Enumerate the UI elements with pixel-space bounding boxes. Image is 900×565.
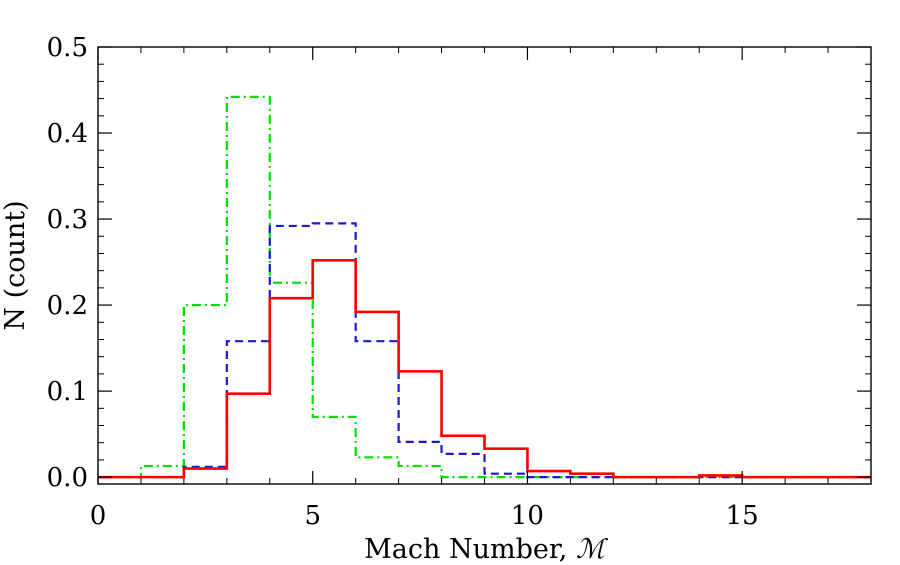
series-layer: [98, 95, 871, 479]
ticks-layer: [97, 46, 872, 484]
x-axis-label-text: Mach Number,: [364, 534, 576, 565]
x-axis-label: Mach Number, ℳ: [364, 534, 609, 565]
y-tick-label: 0.1: [47, 377, 88, 407]
y-tick-label: 0.4: [47, 119, 88, 149]
histogram-series-dashdot: [98, 95, 871, 479]
y-tick-label: 0.2: [47, 291, 88, 321]
y-tick-label: 0.5: [47, 33, 88, 63]
y-axis-label: N (count): [0, 200, 31, 330]
y-tick-label: 0.0: [47, 463, 88, 493]
histogram-series-solid: [98, 259, 871, 479]
x-tick-label: 15: [726, 501, 759, 531]
y-tick-label: 0.3: [47, 205, 88, 235]
labels-layer: 0 5 10 15 0.0 0.1 0.2 0.3 0.4 0.5: [47, 33, 759, 531]
x-tick-label: 10: [511, 501, 544, 531]
mach-symbol: ℳ: [576, 534, 609, 565]
plot-frame: [97, 46, 872, 485]
x-tick-label: 5: [304, 501, 321, 531]
x-tick-label: 0: [90, 501, 107, 531]
